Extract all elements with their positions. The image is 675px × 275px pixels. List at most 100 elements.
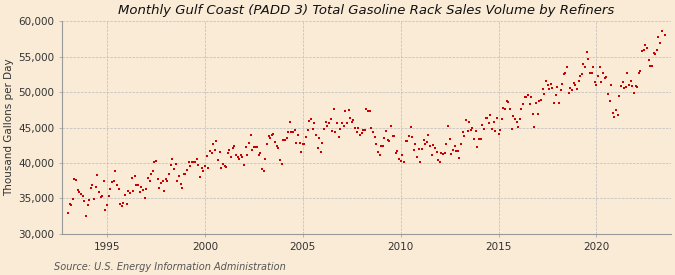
Point <box>165 162 176 167</box>
Point <box>194 175 205 180</box>
Point <box>425 144 435 148</box>
Point <box>340 108 350 113</box>
Point <box>97 193 107 198</box>
Point <box>353 126 364 130</box>
Point <box>130 174 140 178</box>
Point <box>466 127 477 132</box>
Point <box>418 138 429 142</box>
Point <box>190 160 200 164</box>
Point <box>182 167 192 172</box>
Point <box>260 157 271 162</box>
Point <box>232 155 243 160</box>
Point <box>309 121 320 126</box>
Point <box>650 52 661 57</box>
Point <box>498 106 509 110</box>
Point <box>86 185 97 190</box>
Point <box>609 115 620 120</box>
Point <box>437 152 448 156</box>
Point <box>555 88 566 92</box>
Point <box>524 101 535 106</box>
Point <box>286 130 297 134</box>
Point <box>483 121 494 125</box>
Point <box>588 65 599 69</box>
Point <box>502 99 512 104</box>
Point <box>493 132 504 136</box>
Point <box>348 118 359 123</box>
Point <box>76 192 86 196</box>
Point <box>155 180 166 185</box>
Point <box>485 113 496 117</box>
Point <box>413 147 424 151</box>
Point <box>560 71 571 75</box>
Point <box>415 160 426 164</box>
Point <box>84 198 95 203</box>
Point <box>518 102 529 107</box>
Point <box>149 160 160 165</box>
Point <box>513 124 524 129</box>
Point <box>441 142 452 146</box>
Point <box>247 147 258 152</box>
Point <box>633 71 644 75</box>
Point <box>521 94 532 99</box>
Point <box>537 87 548 91</box>
Point <box>151 159 161 163</box>
Point <box>87 183 98 187</box>
Point <box>213 158 223 162</box>
Point <box>620 85 631 89</box>
Point <box>511 120 522 125</box>
Point <box>131 183 142 188</box>
Point <box>283 129 294 134</box>
Point <box>479 127 489 131</box>
Point <box>591 82 602 87</box>
Point <box>472 145 483 150</box>
Point <box>170 161 181 166</box>
Point <box>630 84 641 88</box>
Point <box>398 160 409 164</box>
Point <box>490 129 501 133</box>
Point <box>320 120 331 125</box>
Point <box>648 51 659 56</box>
Point <box>446 152 457 156</box>
Point <box>240 145 251 149</box>
Point <box>516 106 526 111</box>
Point <box>161 177 171 182</box>
Point <box>178 172 189 176</box>
Point <box>237 155 248 160</box>
Point <box>541 79 551 83</box>
Point <box>291 141 302 146</box>
Point <box>239 163 250 167</box>
Point <box>645 64 655 68</box>
Point <box>159 189 169 193</box>
Point <box>227 146 238 151</box>
Point <box>281 136 292 140</box>
Point <box>262 142 273 146</box>
Point <box>172 179 183 184</box>
Point <box>141 187 152 191</box>
Point <box>273 146 284 151</box>
Point <box>82 202 93 207</box>
Point <box>338 124 349 128</box>
Point <box>315 150 326 154</box>
Point <box>327 129 338 133</box>
Point <box>643 58 654 62</box>
Point <box>74 190 85 194</box>
Point <box>358 128 369 132</box>
Point <box>389 134 400 139</box>
Point <box>196 166 207 170</box>
Point <box>276 162 287 166</box>
Point <box>203 166 214 171</box>
Point <box>323 120 334 125</box>
Point <box>637 48 647 53</box>
Point <box>480 116 491 120</box>
Point <box>368 129 379 134</box>
Point <box>596 80 607 84</box>
Point <box>527 112 538 117</box>
Point <box>345 116 356 121</box>
Point <box>557 81 568 86</box>
Point <box>169 166 180 171</box>
Point <box>482 116 493 120</box>
Point <box>255 151 266 155</box>
Point <box>374 153 385 157</box>
Point <box>454 155 465 160</box>
Point <box>534 99 545 103</box>
